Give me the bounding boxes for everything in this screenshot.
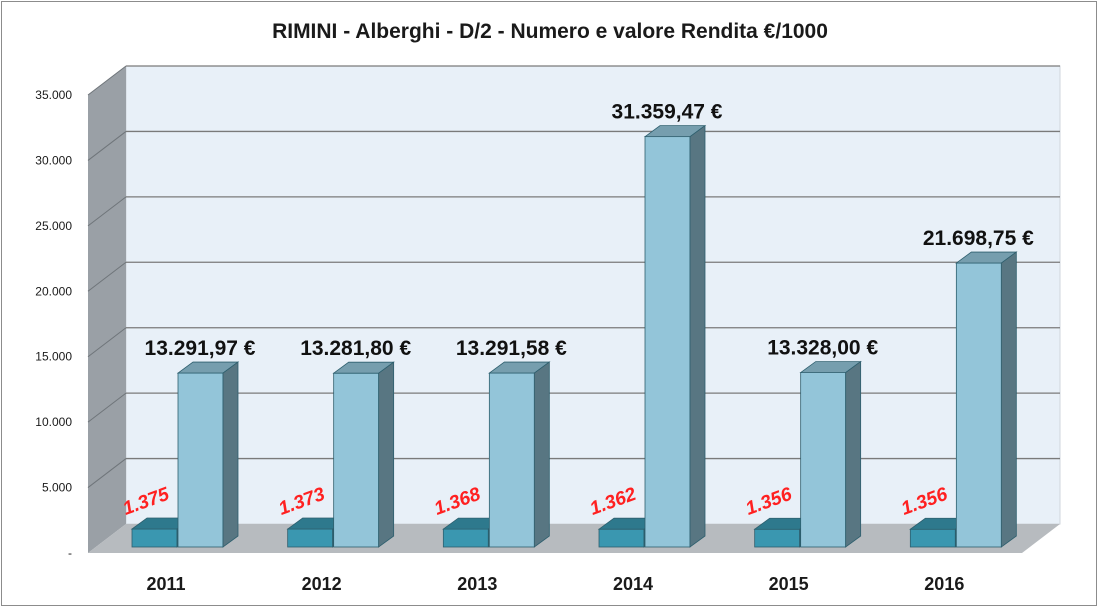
x-tick-label: 2016 bbox=[924, 574, 964, 594]
value-data-label: 13.281,80 € bbox=[300, 337, 411, 360]
y-tick-label: 15.000 bbox=[35, 350, 72, 364]
bar bbox=[800, 372, 847, 548]
bar-side bbox=[533, 361, 550, 548]
gridlines bbox=[87, 65, 1060, 488]
y-axis: - 5.000 10.000 15.000 20.000 25.000 30.000 35.0… bbox=[35, 88, 72, 560]
gridline-side bbox=[87, 327, 127, 358]
y-tick-label: 30.000 bbox=[35, 153, 72, 167]
x-tick-label: 2014 bbox=[613, 574, 653, 594]
bar bbox=[442, 528, 489, 548]
bar-side bbox=[1000, 251, 1017, 548]
chart-title: RIMINI - Alberghi - D/2 - Numero e valor… bbox=[272, 20, 828, 43]
bar bbox=[955, 262, 1002, 548]
bar bbox=[287, 528, 334, 548]
value-data-label: 21.698,75 € bbox=[923, 227, 1034, 250]
value-data-label: 13.328,00 € bbox=[767, 337, 878, 360]
x-tick-label: 2015 bbox=[769, 574, 809, 594]
x-tick-label: 2011 bbox=[146, 574, 185, 594]
value-data-label: 13.291,97 € bbox=[145, 337, 256, 360]
bar bbox=[644, 136, 691, 548]
bar-side bbox=[845, 360, 862, 548]
x-axis: 2011 2012 2013 2014 2015 2016 bbox=[146, 574, 964, 594]
value-data-label: 31.359,47 € bbox=[612, 101, 723, 124]
bar bbox=[754, 528, 801, 548]
y-tick-label: 35.000 bbox=[35, 88, 72, 102]
gridline-side bbox=[87, 65, 127, 96]
bar bbox=[909, 528, 956, 548]
chart-walls bbox=[88, 65, 1061, 553]
side-wall bbox=[88, 66, 126, 553]
value-data-label: 13.291,58 € bbox=[456, 337, 567, 360]
bar bbox=[598, 528, 645, 548]
gridline-side bbox=[87, 196, 127, 227]
bar bbox=[488, 372, 535, 548]
bar bbox=[333, 372, 380, 548]
back-wall bbox=[125, 65, 1061, 525]
y-tick-label: - bbox=[68, 546, 72, 560]
gridline-side bbox=[87, 392, 127, 423]
bar-side bbox=[222, 361, 239, 548]
bar bbox=[177, 372, 224, 548]
bar bbox=[131, 528, 178, 548]
x-tick-label: 2012 bbox=[302, 574, 342, 594]
x-tick-label: 2013 bbox=[457, 574, 497, 594]
y-tick-label: 25.000 bbox=[35, 219, 72, 233]
bar-side bbox=[378, 361, 395, 548]
bar-side bbox=[689, 124, 706, 548]
bars bbox=[130, 124, 1018, 548]
y-tick-label: 10.000 bbox=[35, 415, 72, 429]
y-tick-label: 5.000 bbox=[42, 481, 72, 495]
gridline-side bbox=[87, 458, 127, 488]
gridline-side bbox=[87, 261, 127, 292]
gridline-side bbox=[87, 131, 127, 161]
y-tick-label: 20.000 bbox=[35, 284, 72, 298]
